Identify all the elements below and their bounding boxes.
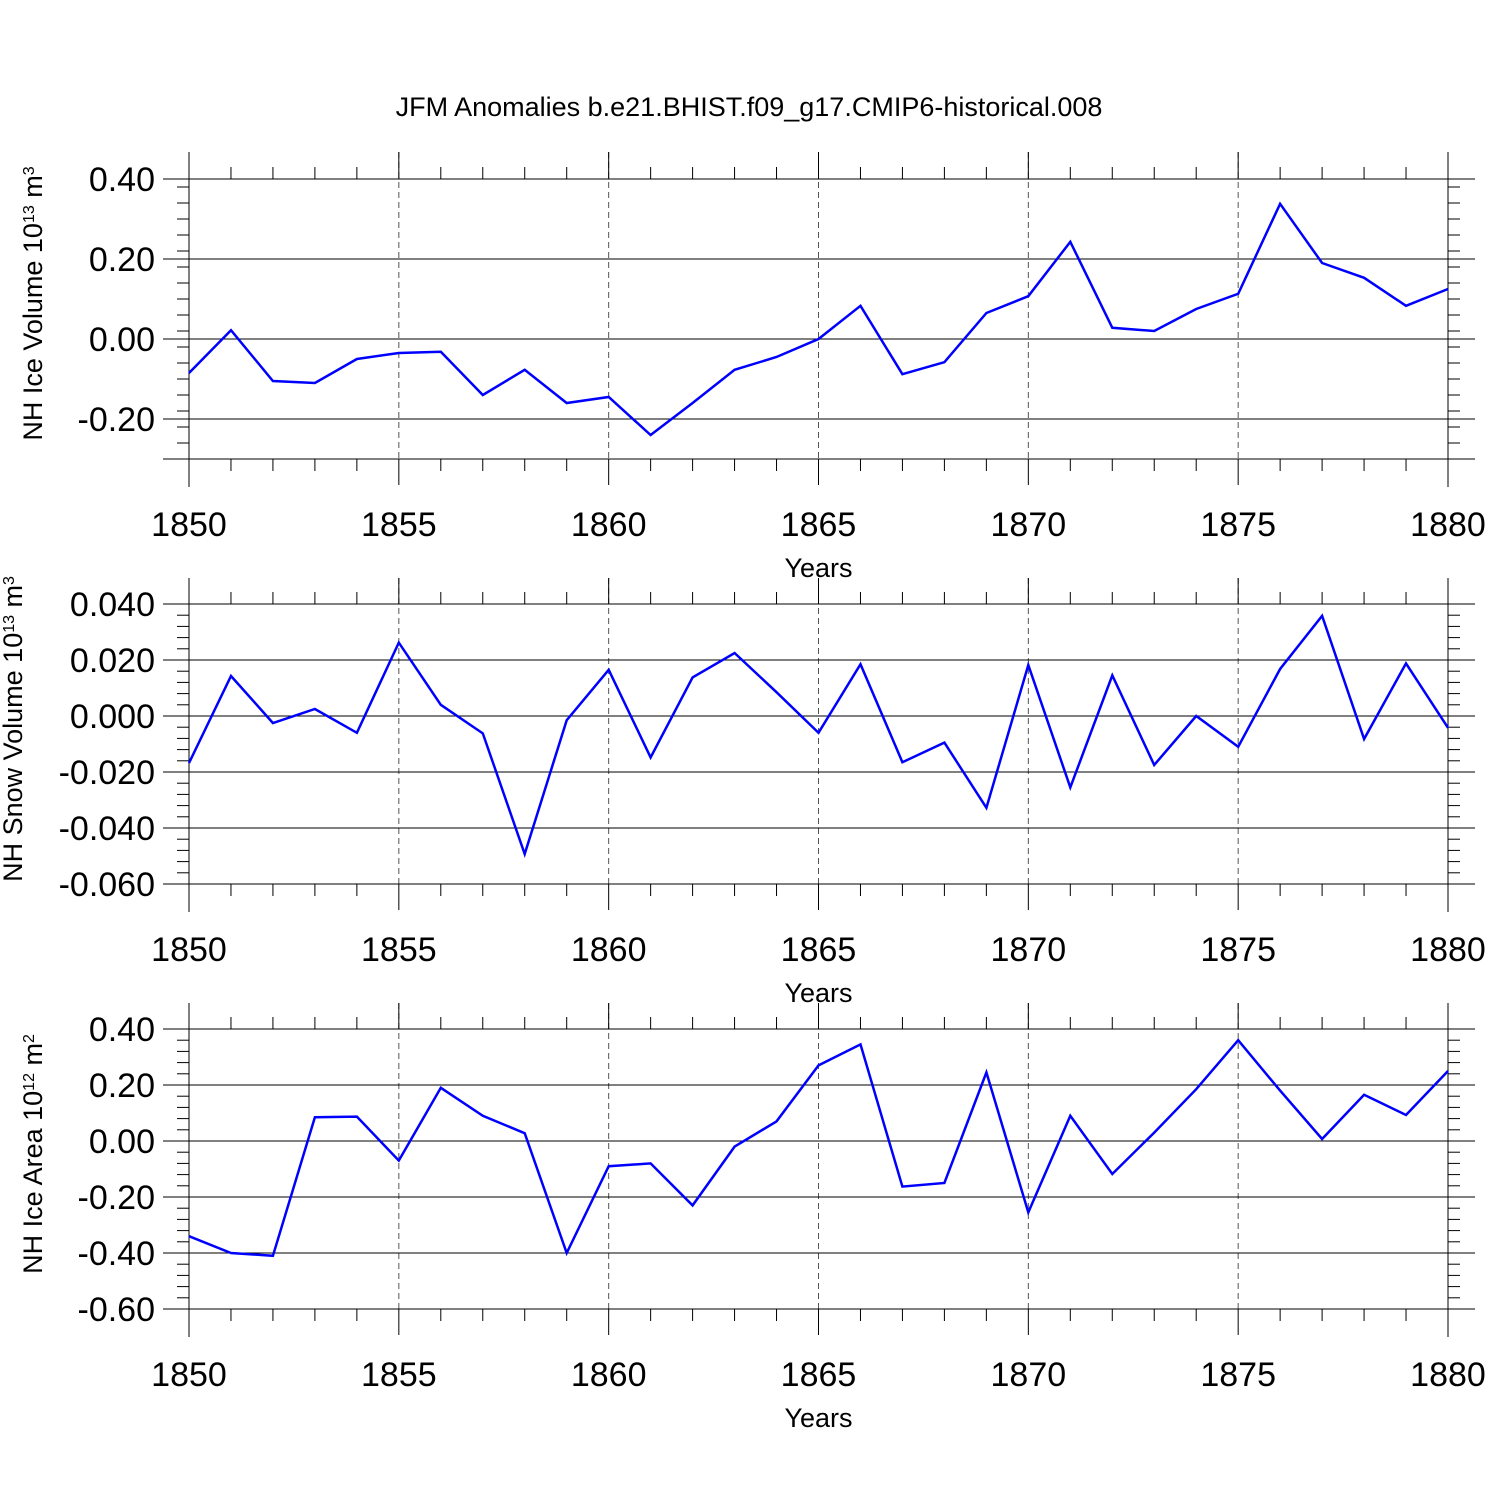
x-tick-label: 1880 xyxy=(1410,1356,1486,1394)
panel-1: -0.20 0.00 0.20 0.40 1850 1855 1860 1865 1870 187… xyxy=(18,152,1486,583)
y-tick-label: 0.040 xyxy=(70,586,155,624)
x-tick-label: 1860 xyxy=(571,506,647,544)
y-axis-title-part: m xyxy=(18,1043,48,1073)
x-tick-label: 1855 xyxy=(361,931,437,969)
x-tick-label: 1850 xyxy=(151,931,227,969)
chart-title: JFM Anomalies b.e21.BHIST.f09_g17.CMIP6-… xyxy=(396,92,1103,122)
y-axis-title-superscript: 13 xyxy=(1,615,18,633)
x-tick-label: 1860 xyxy=(571,931,647,969)
y-tick-label: -0.40 xyxy=(78,1235,156,1273)
x-tick-label: 1875 xyxy=(1200,506,1276,544)
x-tick-label: 1865 xyxy=(781,931,857,969)
y-tick-label: 0.00 xyxy=(89,1123,155,1161)
y-tick-label: -0.20 xyxy=(78,401,156,439)
y-tick-label: -0.20 xyxy=(78,1179,156,1217)
x-tick-label: 1850 xyxy=(151,506,227,544)
panel-3: -0.60 -0.40 -0.20 0.00 0.20 0.40 1850 1855 1860 1… xyxy=(18,1003,1486,1433)
x-tick-label: 1875 xyxy=(1200,931,1276,969)
y-axis-title-part: NH Ice Volume 10 xyxy=(18,223,48,441)
y-tick-label: -0.040 xyxy=(59,810,155,848)
x-tick-label: 1875 xyxy=(1200,1356,1276,1394)
series-line xyxy=(188,201,1449,437)
panel-2: -0.060 -0.040 -0.020 0.000 0.020 0.040 1850 185… xyxy=(0,576,1486,1008)
y-axis-title: NH Ice Volume 1013 m3 xyxy=(18,166,48,440)
series-line xyxy=(188,1038,1449,1258)
y-tick-label: -0.060 xyxy=(59,866,155,904)
x-tick-label: 1850 xyxy=(151,1356,227,1394)
y-axis-title-part: NH Snow Volume 10 xyxy=(0,633,28,882)
y-tick-label: 0.020 xyxy=(70,642,155,680)
y-tick-label: 0.20 xyxy=(89,241,155,279)
x-tick-label: 1865 xyxy=(781,506,857,544)
y-axis-title-superscript: 13 xyxy=(21,205,38,223)
series-line xyxy=(187,613,1450,858)
y-axis-title-superscript: 2 xyxy=(21,1034,38,1043)
y-tick-label: 0.40 xyxy=(89,161,155,199)
y-tick-label: -0.60 xyxy=(78,1291,156,1329)
y-axis-title: NH Ice Area 1012 m2 xyxy=(18,1034,48,1274)
y-axis-title-superscript: 12 xyxy=(21,1073,38,1091)
x-tick-label: 1855 xyxy=(361,1356,437,1394)
y-axis-title-superscript: 3 xyxy=(1,576,18,585)
y-tick-label: 0.000 xyxy=(70,698,155,736)
y-axis-title-superscript: 3 xyxy=(21,166,38,175)
y-axis-title-part: m xyxy=(0,585,28,615)
x-axis-title: Years xyxy=(784,1403,852,1433)
x-tick-label: 1870 xyxy=(991,1356,1067,1394)
x-tick-label: 1855 xyxy=(361,506,437,544)
y-tick-label: -0.020 xyxy=(59,754,155,792)
x-tick-label: 1880 xyxy=(1410,931,1486,969)
x-tick-label: 1865 xyxy=(781,1356,857,1394)
y-axis-title-part: m xyxy=(18,175,48,205)
x-tick-label: 1870 xyxy=(991,506,1067,544)
y-tick-label: 0.20 xyxy=(89,1067,155,1105)
y-axis-title: NH Snow Volume 1013 m3 xyxy=(0,576,28,882)
x-tick-label: 1870 xyxy=(991,931,1067,969)
x-tick-label: 1860 xyxy=(571,1356,647,1394)
y-tick-label: 0.00 xyxy=(89,321,155,359)
y-axis-title-part: NH Ice Area 10 xyxy=(18,1091,48,1274)
y-tick-label: 0.40 xyxy=(89,1011,155,1049)
x-tick-label: 1880 xyxy=(1410,506,1486,544)
